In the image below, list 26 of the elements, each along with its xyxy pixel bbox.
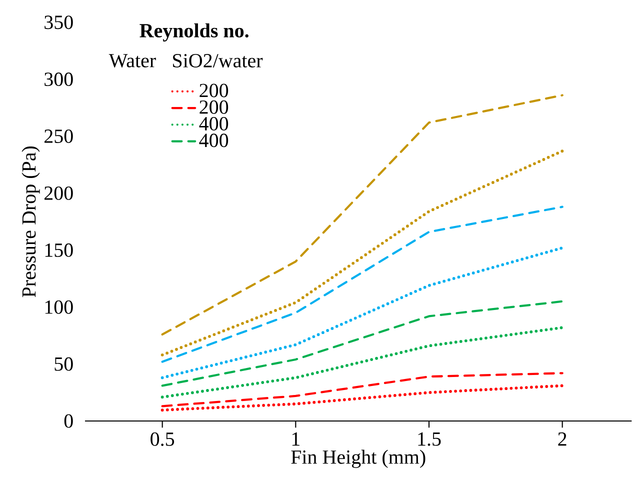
x-tick-label: 1: [292, 432, 300, 446]
x-axis-title: Fin Height (mm): [291, 450, 426, 468]
y-tick-label: 350: [44, 16, 73, 30]
x-tick-label: 0.5: [150, 432, 174, 446]
y-tick-label: 100: [45, 300, 73, 314]
y-axis-title: Pressure Drop (Pa): [22, 146, 40, 298]
y-tick-label: 150: [45, 243, 73, 257]
y-tick-label: 250: [44, 129, 73, 143]
x-tick-label: 2: [558, 432, 566, 446]
x-tick-label: 1.5: [418, 432, 441, 446]
legend-label: 400: [199, 117, 228, 131]
y-tick-label: 50: [54, 357, 73, 371]
y-tick-label: 300: [44, 72, 73, 86]
line-series: [160, 150, 564, 356]
annotation: Water: [108, 54, 156, 68]
line-series: [160, 246, 564, 380]
y-tick-label: 200: [44, 186, 73, 200]
legend-title: Reynolds no.: [140, 23, 248, 42]
line-series: [160, 326, 564, 399]
legend-label: 200: [200, 100, 228, 114]
legend-label: 200: [200, 84, 228, 98]
y-tick-label: 0: [64, 414, 73, 428]
line-series: [161, 300, 564, 387]
line-series: [161, 206, 564, 363]
legend-label: 400: [199, 134, 228, 148]
annotation: SiO2/water: [173, 54, 263, 68]
